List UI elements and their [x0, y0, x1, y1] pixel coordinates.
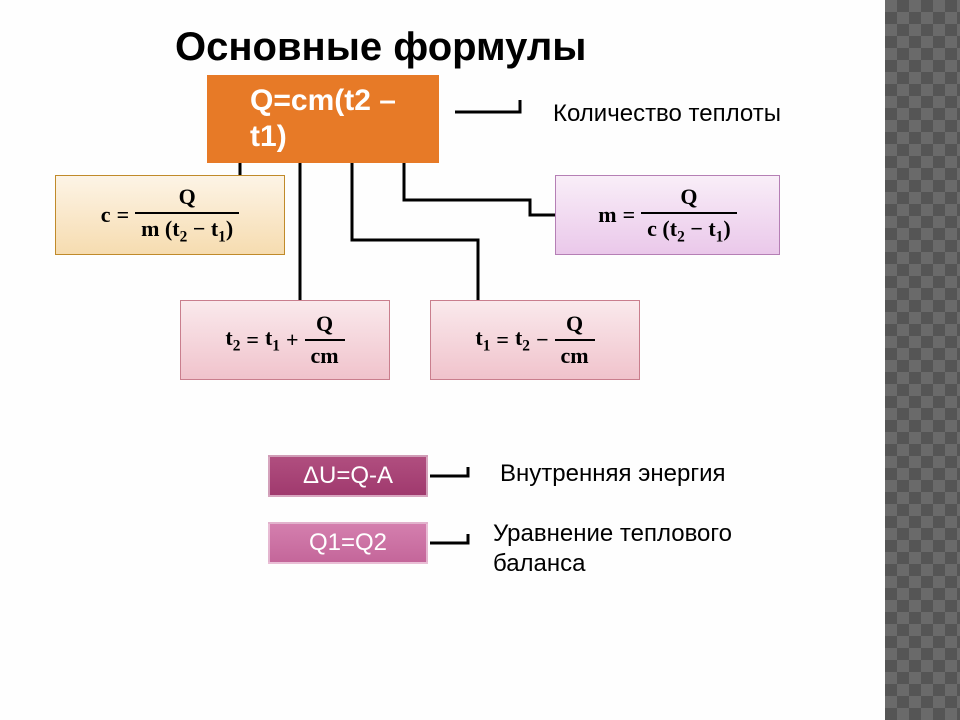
formula-main-heat: Q=cm(t2 – t1): [207, 75, 439, 163]
formula-box-t2: t2 = t1 + Q cm: [180, 300, 390, 380]
formula-box-t1: t1 = t2 − Q cm: [430, 300, 640, 380]
formula-main-line2: t1): [250, 120, 287, 153]
denominator: c (t2 − t1): [641, 212, 737, 246]
side-pattern: [885, 0, 960, 720]
numerator: Q: [674, 184, 703, 212]
formula-q1-q2: Q1=Q2: [268, 522, 428, 564]
label-heat-quantity: Количество теплоты: [553, 100, 781, 128]
numerator: Q: [560, 311, 589, 339]
lhs-t1: t1: [475, 325, 490, 355]
lhs-t2: t2: [225, 325, 240, 355]
lhs-c: c: [101, 202, 111, 228]
formula-main-line1: Q=cm(t2 –: [250, 84, 396, 117]
rhs-t2: t1: [265, 325, 280, 355]
denominator: cm: [305, 339, 345, 369]
rhs-t1: t2: [515, 325, 530, 355]
page-title: Основные формулы: [175, 25, 586, 70]
lhs-m: m: [598, 202, 616, 228]
label-internal-energy: Внутренняя энергия: [500, 460, 725, 488]
formula-delta-u: ΔU=Q-A: [268, 455, 428, 497]
label-heat-balance-2: баланса: [493, 550, 586, 578]
label-heat-balance-1: Уравнение теплового: [493, 520, 732, 548]
numerator: Q: [173, 184, 202, 212]
numerator: Q: [310, 311, 339, 339]
denominator: cm: [555, 339, 595, 369]
denominator: m (t2 − t1): [135, 212, 239, 246]
formula-box-c: c = Q m (t2 − t1): [55, 175, 285, 255]
formula-box-m: m = Q c (t2 − t1): [555, 175, 780, 255]
